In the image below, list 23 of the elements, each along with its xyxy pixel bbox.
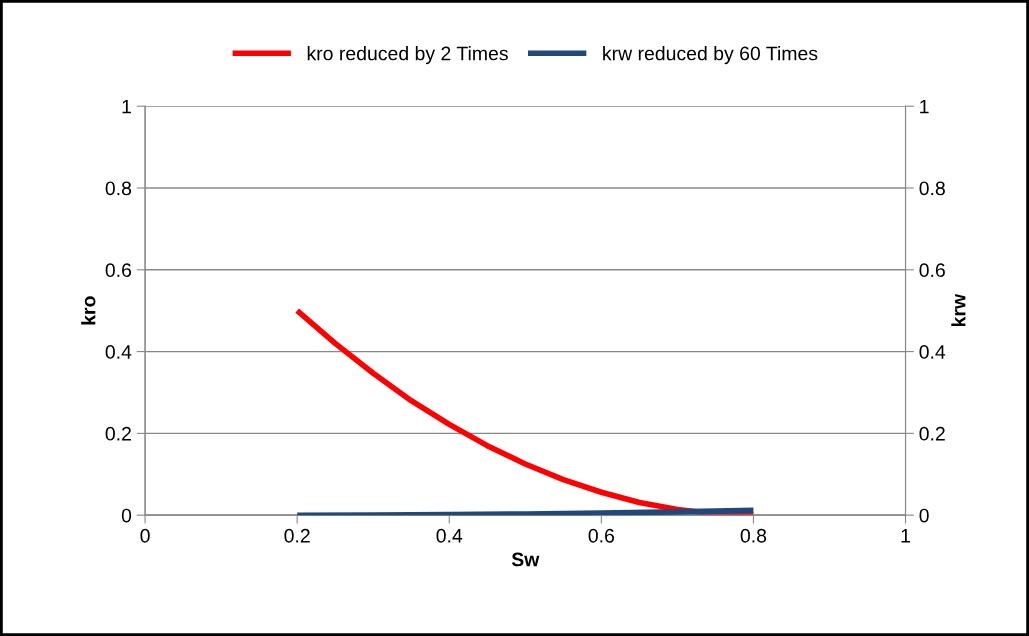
x-tick-label: 0 (140, 528, 150, 543)
y2-axis-title: krw (951, 293, 966, 327)
y2-tick-label: 0.6 (919, 263, 945, 278)
legend-label: krw reduced by 60 Times (603, 46, 818, 65)
x-tick-label: 0.6 (588, 528, 615, 543)
y-tick-label: 0.2 (105, 426, 131, 441)
x-tick-label: 0.8 (740, 528, 767, 543)
y2-tick-label: 0.2 (919, 426, 945, 441)
legend-label: kro reduced by 2 Times (307, 46, 508, 65)
x-tick-label: 0.2 (284, 528, 310, 543)
x-tick-label: 0.4 (436, 528, 463, 543)
y-tick-label: 0.6 (105, 263, 132, 278)
y-tick-label: 0 (121, 508, 132, 523)
y2-tick-label: 0.4 (919, 345, 946, 359)
x-tick-label: 1 (901, 529, 910, 543)
y-tick-label: 0.4 (105, 345, 132, 359)
y2-tick-label: 1 (920, 99, 929, 114)
y-tick-label: 1 (122, 99, 131, 114)
x-axis-title: Sw (511, 552, 540, 567)
y2-tick-label: 0 (919, 508, 929, 523)
y-tick-label: 0.8 (105, 181, 132, 196)
y2-tick-label: 0.8 (919, 181, 945, 196)
y-axis-title: kro (81, 296, 96, 325)
